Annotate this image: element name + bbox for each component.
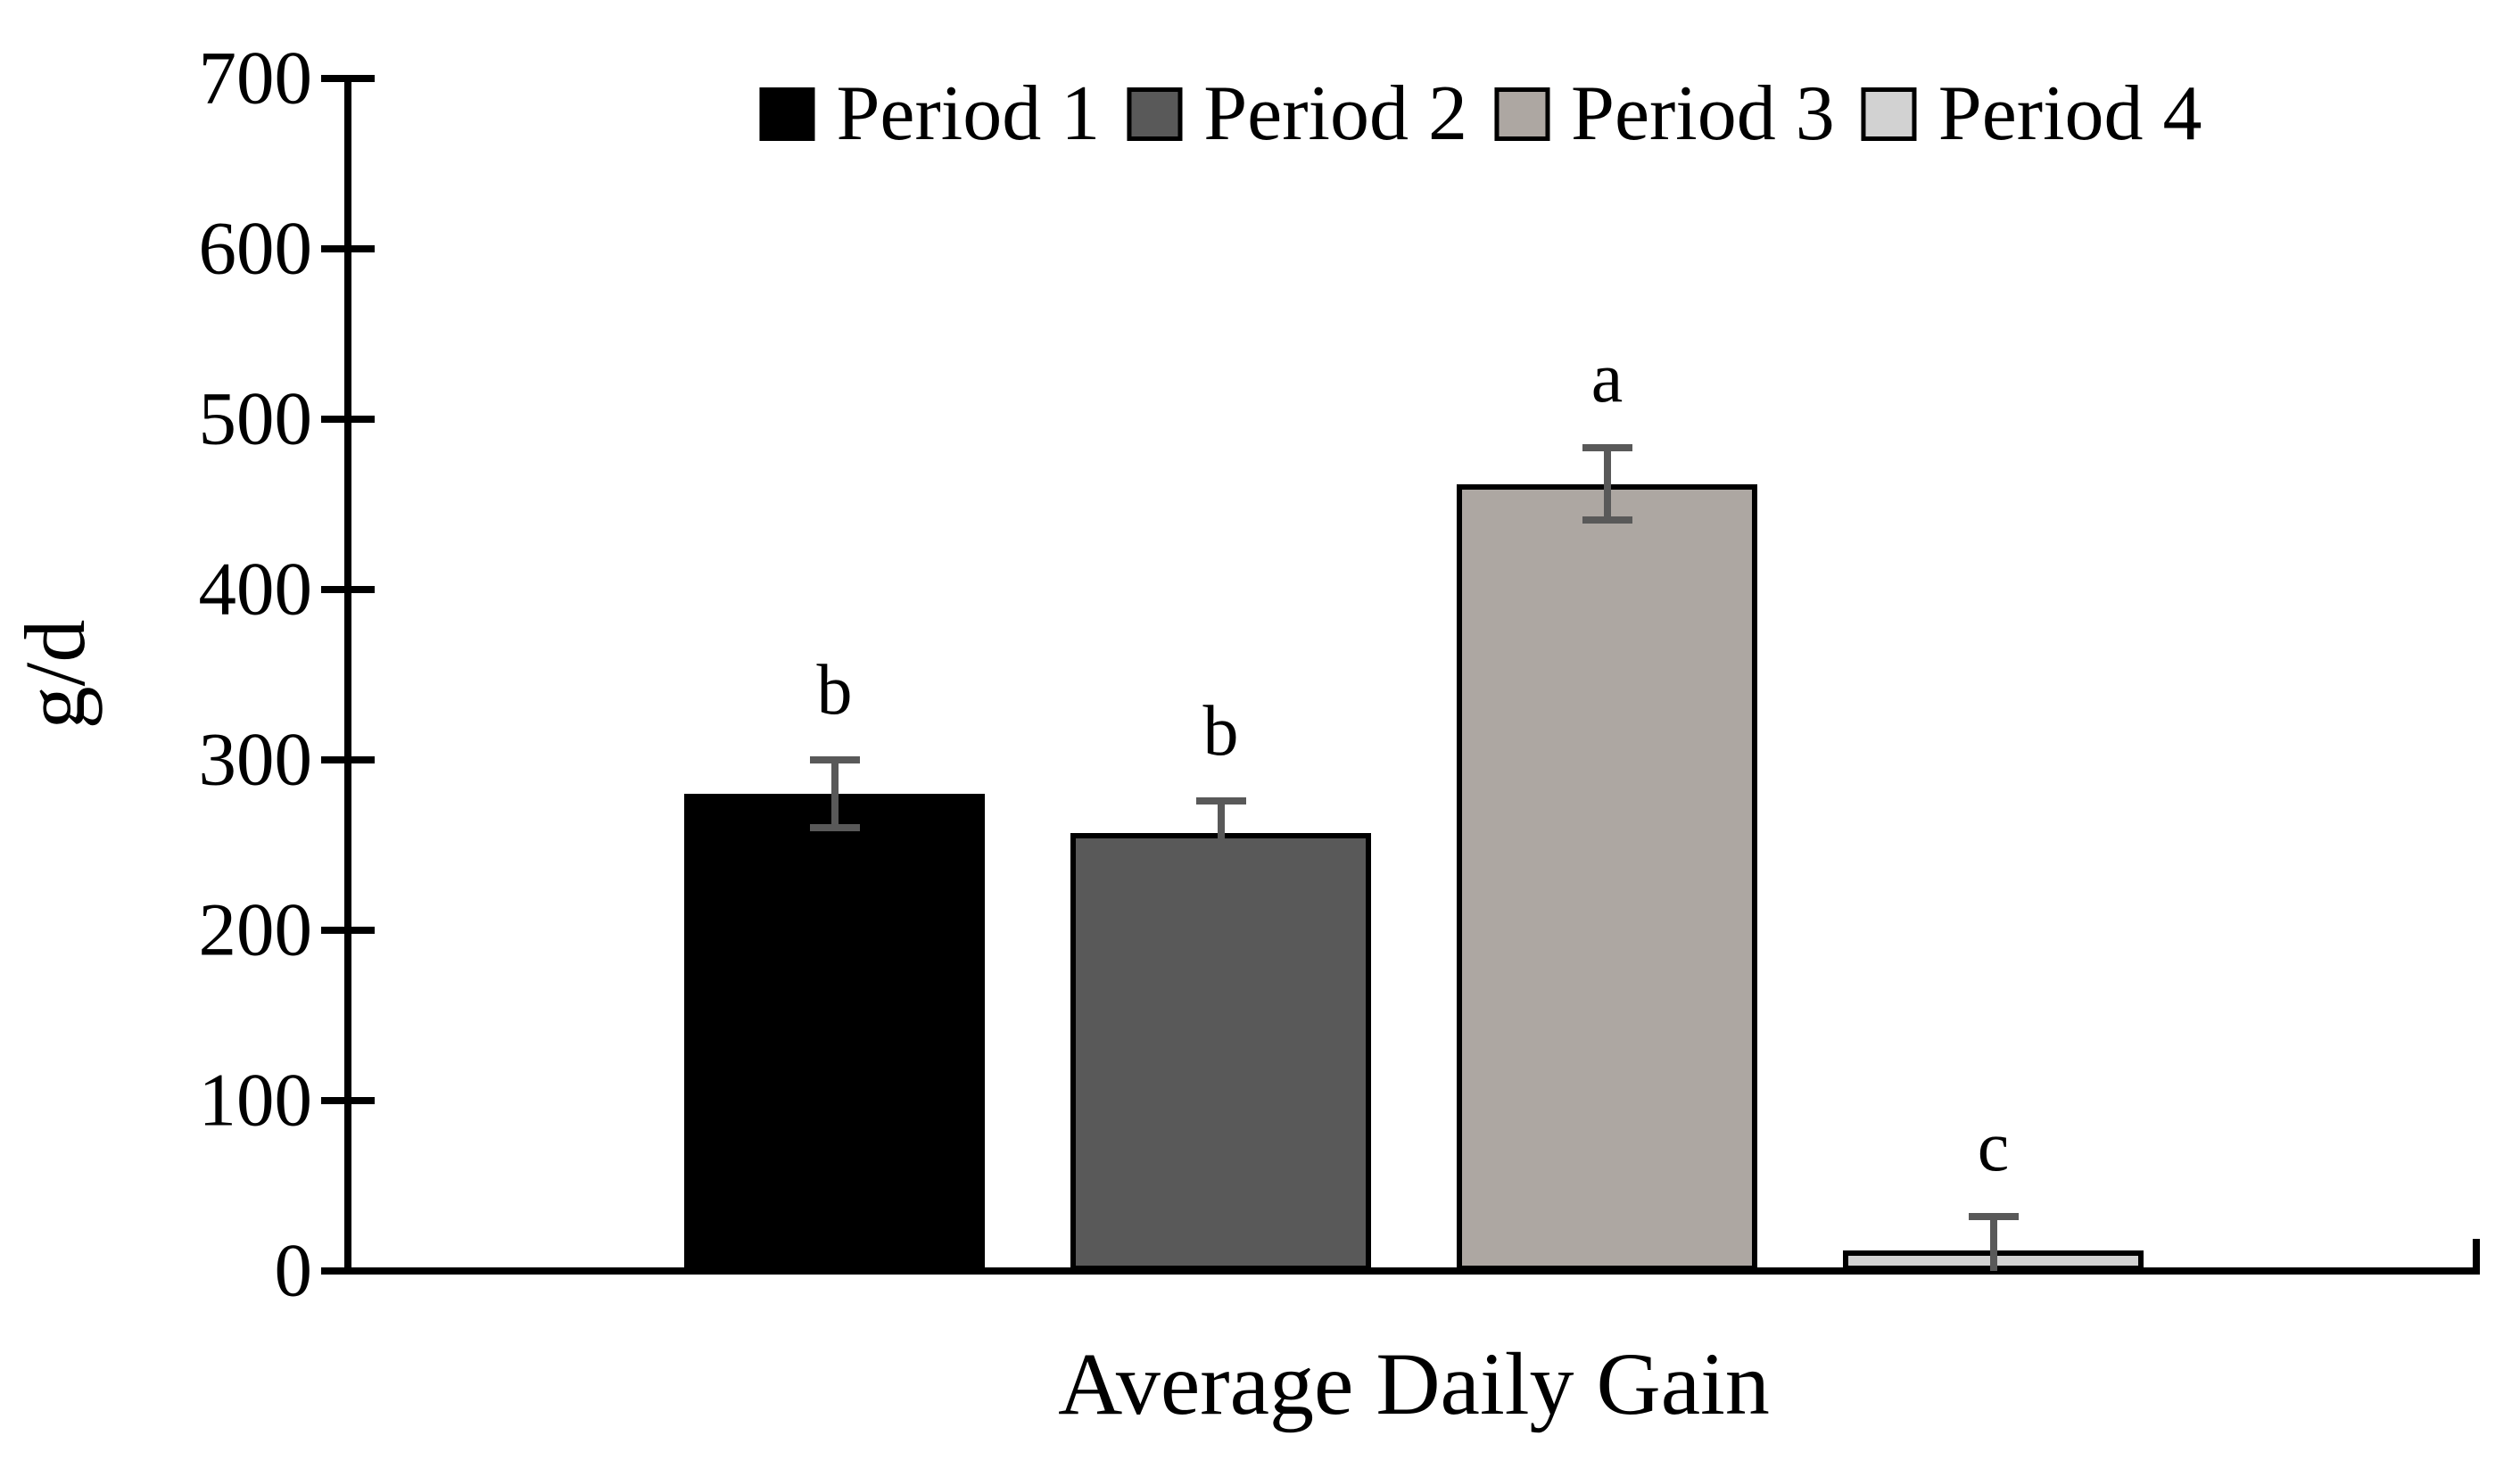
significance-letter: b (1202, 691, 1239, 771)
error-bar-cap-top (1195, 796, 1246, 805)
significance-letter: b (816, 651, 853, 730)
legend-item-1: Period 1 (759, 75, 1100, 153)
y-tick-label: 200 (198, 887, 313, 972)
y-axis-title: g/d (7, 619, 103, 730)
y-tick-mark (321, 927, 375, 934)
x-axis-title: Average Daily Gain (1058, 1334, 1770, 1433)
error-bar-line (1989, 1216, 1997, 1271)
bar-2 (1070, 833, 1371, 1271)
error-bar-cap-bottom (1582, 516, 1632, 524)
legend-swatch-icon (1127, 87, 1183, 141)
significance-letter: c (1977, 1107, 2010, 1186)
y-tick-label: 0 (274, 1228, 313, 1313)
legend-item-4: Period 4 (1861, 70, 2202, 157)
error-bar-cap-top (1968, 1212, 2019, 1220)
bar-3 (1457, 483, 1757, 1271)
y-tick-mark (321, 586, 375, 593)
significance-letter: a (1590, 339, 1624, 418)
legend-item-3: Period 3 (1494, 75, 1835, 153)
error-bar-cap-top (1582, 444, 1632, 452)
legend-swatch-icon (1861, 87, 1917, 141)
error-bar-cap-top (809, 756, 860, 763)
y-tick-label: 700 (198, 36, 313, 120)
legend-item-2: Period 2 (1127, 75, 1467, 153)
y-tick-mark (321, 75, 375, 82)
y-tick-label: 100 (198, 1058, 313, 1143)
y-tick-mark (321, 1097, 375, 1104)
bar-1 (684, 794, 985, 1271)
y-tick-label: 300 (198, 717, 313, 802)
legend-label: Period 4 (1938, 70, 2202, 157)
legend-label: Period 3 (1571, 70, 1835, 157)
x-axis-line (321, 1267, 2480, 1275)
y-axis-line (344, 78, 351, 1275)
y-tick-label: 400 (198, 547, 313, 631)
error-bar-line (1603, 448, 1611, 520)
error-bar-line (1217, 800, 1225, 866)
y-tick-mark (321, 245, 375, 252)
error-bar-cap-bottom (1195, 862, 1246, 870)
y-tick-mark (321, 416, 375, 423)
y-tick-mark (321, 756, 375, 763)
error-bar-line (830, 760, 839, 829)
error-bar-cap-bottom (809, 824, 860, 832)
legend: Period 1 Period 2 Period 3 Period 4 (759, 75, 2202, 153)
x-axis-end-tick (2473, 1239, 2480, 1271)
legend-label: Period 2 (1203, 70, 1467, 157)
legend-swatch-icon (1494, 87, 1549, 141)
legend-swatch-icon (759, 87, 815, 141)
legend-label: Period 1 (836, 70, 1101, 157)
y-tick-label: 600 (198, 206, 313, 291)
y-tick-label: 500 (198, 376, 313, 461)
